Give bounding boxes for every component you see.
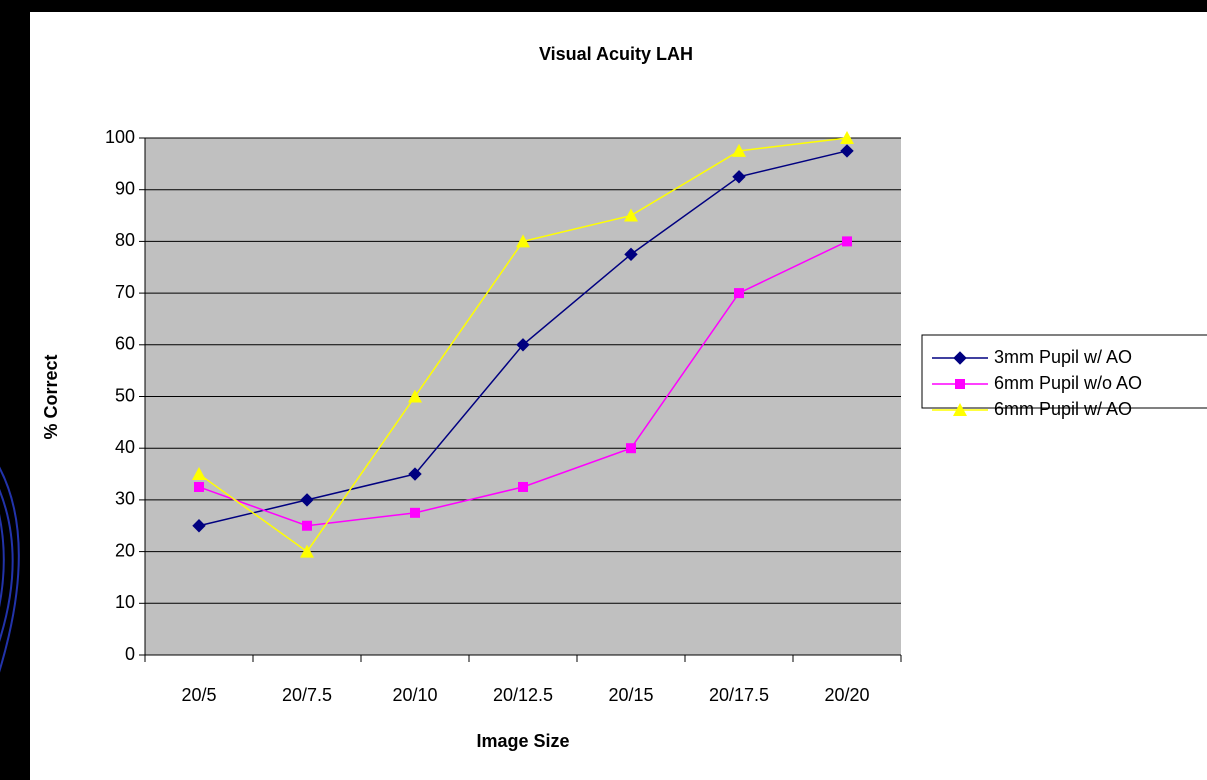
marker (955, 379, 965, 389)
legend (921, 334, 1207, 409)
x-tick-label: 20/12.5 (493, 685, 553, 705)
marker (516, 234, 530, 248)
marker (194, 481, 204, 492)
x-tick-label: 20/15 (608, 685, 653, 705)
legend-label: 6mm Pupil w/o AO (994, 373, 1142, 393)
y-tick-label: 80 (115, 230, 135, 250)
marker (302, 520, 312, 531)
y-tick-label: 20 (115, 540, 135, 560)
marker (734, 288, 744, 299)
x-tick-label: 20/20 (824, 685, 869, 705)
marker (518, 481, 528, 492)
y-tick-label: 90 (115, 178, 135, 198)
legend-label: 6mm Pupil w/ AO (994, 399, 1132, 419)
decoration (0, 466, 20, 673)
y-tick-label: 60 (115, 334, 135, 354)
x-tick-label: 20/17.5 (709, 685, 769, 705)
x-tick-label: 20/5 (181, 685, 216, 705)
marker (624, 247, 638, 262)
marker (408, 389, 422, 403)
marker (626, 443, 636, 454)
y-tick-label: 100 (105, 127, 135, 147)
y-tick-label: 10 (115, 592, 135, 612)
marker (300, 493, 314, 507)
marker (953, 351, 967, 365)
marker (516, 338, 530, 352)
marker (953, 403, 967, 416)
marker (732, 170, 746, 184)
y-tick-label: 70 (115, 282, 135, 302)
x-axis-label: Image Size (476, 731, 569, 751)
y-tick-label: 40 (115, 437, 135, 457)
marker (300, 544, 314, 558)
marker (732, 143, 746, 157)
marker (624, 208, 638, 222)
x-tick-label: 20/10 (392, 685, 437, 705)
y-tick-label: 50 (115, 385, 135, 405)
marker (842, 236, 852, 247)
chart-title: Visual Acuity LAH (539, 44, 693, 64)
marker (192, 467, 206, 481)
marker (840, 144, 854, 158)
y-tick-label: 0 (125, 644, 135, 664)
marker (408, 467, 422, 481)
x-tick-label: 20/7.5 (282, 685, 332, 705)
marker (840, 131, 854, 144)
marker (410, 507, 420, 518)
legend-label: 3mm Pupil w/ AO (994, 347, 1132, 367)
y-tick-label: 30 (115, 489, 135, 509)
marker (192, 519, 206, 533)
y-axis-label: % Correct (41, 354, 61, 439)
